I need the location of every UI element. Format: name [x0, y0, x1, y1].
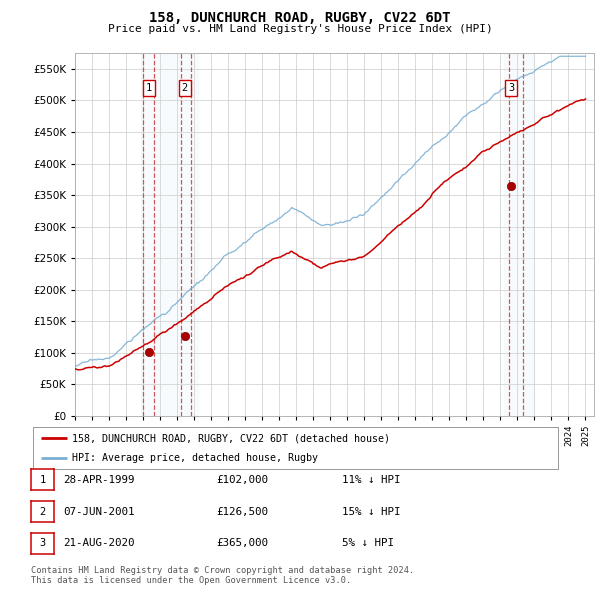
Text: 28-APR-1999: 28-APR-1999 [63, 475, 134, 484]
Text: 2: 2 [40, 507, 46, 516]
Bar [504, 53, 535, 416]
Text: 3: 3 [40, 539, 46, 548]
Text: £126,500: £126,500 [216, 507, 268, 516]
Text: 1: 1 [40, 475, 46, 484]
Text: £365,000: £365,000 [216, 539, 268, 548]
Text: Price paid vs. HM Land Registry's House Price Index (HPI): Price paid vs. HM Land Registry's House … [107, 24, 493, 34]
Text: 158, DUNCHURCH ROAD, RUGBY, CV22 6DT (detached house): 158, DUNCHURCH ROAD, RUGBY, CV22 6DT (de… [73, 433, 391, 443]
Text: 15% ↓ HPI: 15% ↓ HPI [342, 507, 401, 516]
Text: 21-AUG-2020: 21-AUG-2020 [63, 539, 134, 548]
Text: Contains HM Land Registry data © Crown copyright and database right 2024.
This d: Contains HM Land Registry data © Crown c… [31, 566, 415, 585]
Bar [142, 53, 197, 416]
Text: £102,000: £102,000 [216, 475, 268, 484]
Text: 2: 2 [181, 83, 188, 93]
Text: 5% ↓ HPI: 5% ↓ HPI [342, 539, 394, 548]
Text: 158, DUNCHURCH ROAD, RUGBY, CV22 6DT: 158, DUNCHURCH ROAD, RUGBY, CV22 6DT [149, 11, 451, 25]
Text: 07-JUN-2001: 07-JUN-2001 [63, 507, 134, 516]
Text: HPI: Average price, detached house, Rugby: HPI: Average price, detached house, Rugb… [73, 453, 319, 463]
Text: 1: 1 [146, 83, 152, 93]
Text: 3: 3 [508, 83, 514, 93]
Text: 11% ↓ HPI: 11% ↓ HPI [342, 475, 401, 484]
